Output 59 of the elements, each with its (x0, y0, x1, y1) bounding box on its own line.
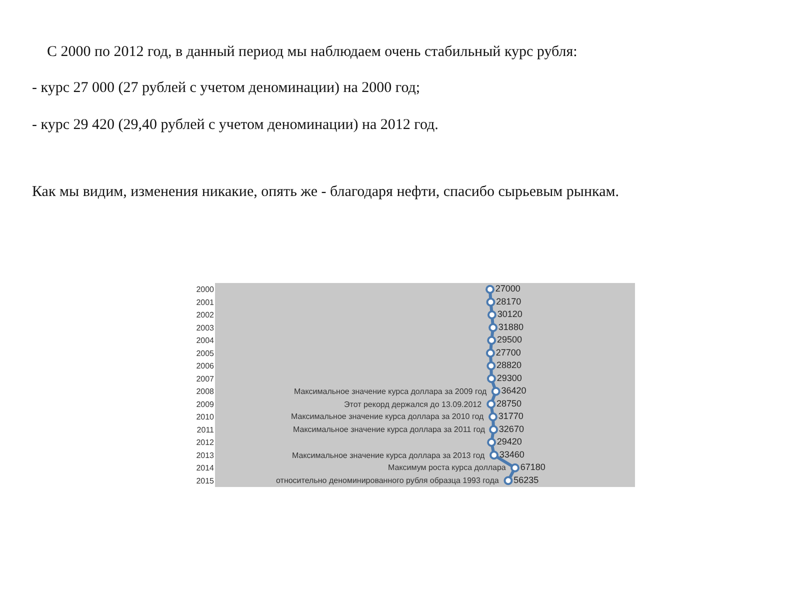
y-tick-label: 2003 (196, 323, 215, 332)
y-tick-label: 2014 (196, 464, 215, 473)
data-label: 32670 (498, 424, 524, 434)
data-label: 56235 (514, 474, 539, 485)
point (491, 386, 500, 396)
annotation: Этот рекорд держался до 13.09.2012 (344, 400, 482, 409)
data-label: 28170 (496, 296, 522, 306)
data-label: 31770 (498, 411, 524, 422)
point (488, 412, 498, 422)
y-tick-label: 2015 (196, 476, 215, 486)
point (490, 450, 499, 460)
data-label: 28750 (496, 398, 522, 408)
annotation: Максимальное значение курса доллара за 2009 год (294, 387, 487, 396)
point (487, 310, 496, 320)
y-tick-label: 2013 (196, 450, 215, 460)
point (486, 361, 496, 370)
y-tick-label: 2001 (196, 298, 215, 307)
data-label: 27700 (496, 347, 521, 358)
y-tick-label: 2011 (196, 425, 215, 434)
text: Как мы видим, изменения никакие, опять же - благодаря нефти, спасибо сырьевым рынкам. (32, 184, 619, 200)
point (486, 400, 496, 409)
point (487, 438, 496, 447)
point (486, 374, 496, 384)
point (504, 476, 513, 486)
y-tick-label: 2010 (196, 412, 215, 422)
y-tick-label: 2000 (196, 285, 215, 294)
data-label: 67180 (520, 462, 546, 472)
data-label: 28820 (496, 360, 522, 370)
data-label: 30120 (497, 309, 522, 320)
data-label: 27000 (495, 284, 520, 294)
data-label: 33460 (499, 449, 524, 460)
data-label: 29420 (496, 436, 522, 447)
data-label: 31880 (498, 322, 524, 332)
annotation: Максимальное значение курса доллара за 2010 год (291, 412, 484, 421)
chart-title: С 2000 по 2012 год, в данный период мы наблюдаем очень стабильный курс рубля: (47, 44, 578, 60)
point (510, 463, 520, 472)
annotation: Максимум роста курса доллара (388, 463, 506, 472)
point (487, 336, 496, 345)
annotation: относительно деноминированного рубля образца 1993 года (276, 476, 500, 485)
y-tick-label: 2006 (196, 362, 215, 371)
y-tick-label: 2008 (196, 387, 215, 396)
point (486, 348, 495, 358)
data-label: 29500 (496, 334, 522, 345)
point (486, 284, 495, 294)
y-tick-label: 2004 (196, 336, 215, 346)
text: - курс 29 420 (29,40 рублей с учетом деноминации) на 2012 год. (32, 117, 438, 133)
annotation: Максимальное значение курса доллара за 2013 год (292, 451, 485, 460)
point (489, 425, 498, 434)
y-tick-label: 2005 (196, 348, 215, 358)
text: - курс 27 000 (27 рублей с учетом деноминации) на 2000 год; (32, 80, 420, 96)
data-label: 36420 (501, 386, 526, 396)
y-tick-label: 2012 (196, 438, 215, 448)
point (486, 298, 496, 307)
data-label: 29300 (496, 372, 522, 383)
annotation: Максимальное значение курса доллара за 2011 год (293, 425, 486, 434)
y-tick-label: 2007 (196, 374, 215, 384)
y-tick-label: 2002 (196, 310, 215, 320)
point (488, 323, 498, 332)
y-tick-label: 2009 (196, 400, 215, 409)
